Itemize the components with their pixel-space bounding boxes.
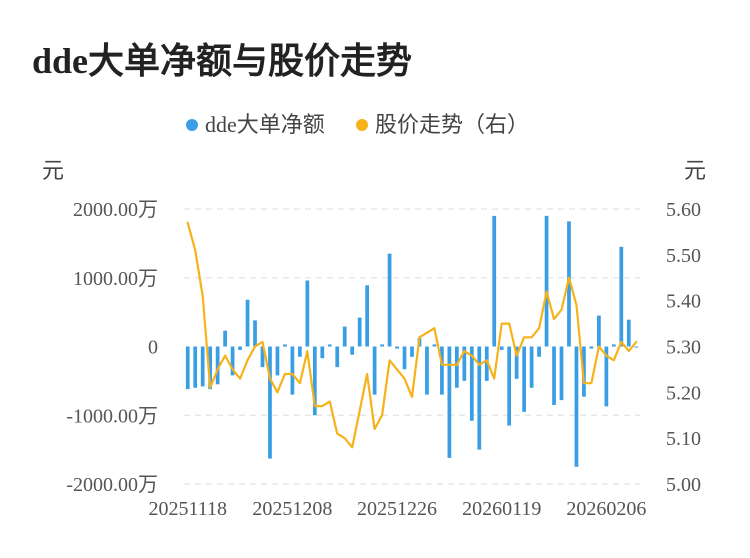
bar[interactable] bbox=[215, 346, 220, 385]
chart-title: dde大单净额与股价走势 bbox=[32, 41, 413, 81]
bar[interactable] bbox=[425, 346, 429, 395]
bar[interactable] bbox=[283, 344, 287, 347]
legend: dde大单净额 股价走势（右） bbox=[186, 112, 529, 137]
bar[interactable] bbox=[604, 346, 609, 407]
bar[interactable] bbox=[611, 344, 616, 347]
bar[interactable] bbox=[193, 346, 198, 388]
bar[interactable] bbox=[260, 346, 265, 368]
bar[interactable] bbox=[230, 346, 235, 376]
right-axis-unit: 元 bbox=[684, 158, 706, 183]
bar[interactable] bbox=[275, 346, 280, 376]
bar[interactable] bbox=[208, 346, 213, 390]
bar[interactable] bbox=[492, 215, 497, 347]
bar[interactable] bbox=[589, 346, 594, 349]
bar[interactable] bbox=[380, 344, 384, 347]
bar[interactable] bbox=[290, 346, 295, 395]
bar[interactable] bbox=[477, 346, 482, 450]
left-tick-label: 0 bbox=[148, 337, 158, 359]
bar[interactable] bbox=[268, 346, 272, 459]
right-tick-label: 5.60 bbox=[666, 199, 701, 221]
legend-marker-price bbox=[356, 119, 368, 131]
bar[interactable] bbox=[200, 346, 205, 387]
bar[interactable] bbox=[507, 346, 512, 426]
right-tick-label: 5.10 bbox=[666, 428, 701, 450]
bar[interactable] bbox=[185, 346, 190, 390]
bar[interactable] bbox=[514, 346, 519, 379]
legend-label-price[interactable]: 股价走势（右） bbox=[375, 112, 529, 137]
bar[interactable] bbox=[447, 346, 452, 458]
x-tick-label: 20260206 bbox=[566, 498, 646, 520]
bar[interactable] bbox=[552, 346, 556, 405]
left-tick-label: 1000.00万 bbox=[73, 268, 158, 290]
bar[interactable] bbox=[484, 346, 489, 381]
bar[interactable] bbox=[253, 320, 257, 347]
right-axis-ticks: 5.60 5.50 5.40 5.30 5.20 5.10 5.00 bbox=[666, 199, 701, 496]
left-tick-label: -2000.00万 bbox=[66, 474, 158, 496]
bar[interactable] bbox=[454, 346, 459, 388]
left-tick-label: 2000.00万 bbox=[73, 199, 158, 221]
bar[interactable] bbox=[499, 346, 504, 350]
bar[interactable] bbox=[350, 346, 355, 355]
bar-series-dde bbox=[185, 215, 639, 467]
price-line[interactable] bbox=[186, 221, 638, 449]
bar[interactable] bbox=[440, 346, 444, 395]
bar[interactable] bbox=[462, 346, 467, 381]
gridlines bbox=[184, 208, 640, 485]
bar[interactable] bbox=[327, 344, 332, 347]
right-tick-label: 5.20 bbox=[666, 382, 701, 404]
bar[interactable] bbox=[238, 346, 242, 350]
right-tick-label: 5.30 bbox=[666, 337, 701, 359]
x-tick-label: 20251226 bbox=[357, 498, 437, 520]
bar[interactable] bbox=[469, 346, 474, 421]
bar[interactable] bbox=[537, 346, 541, 357]
line-series-price bbox=[186, 221, 638, 449]
left-tick-label: -1000.00万 bbox=[66, 405, 158, 427]
bar[interactable] bbox=[223, 330, 227, 347]
bar[interactable] bbox=[619, 246, 624, 347]
bar[interactable] bbox=[357, 317, 362, 347]
x-tick-label: 20251208 bbox=[252, 498, 332, 520]
right-tick-label: 5.40 bbox=[666, 291, 701, 313]
x-axis-ticks: 20251118 20251208 20251226 20260119 20260206 bbox=[148, 498, 646, 520]
right-tick-label: 5.00 bbox=[666, 474, 701, 496]
bar[interactable] bbox=[432, 344, 437, 347]
legend-marker-dde bbox=[186, 119, 198, 131]
bar[interactable] bbox=[529, 346, 534, 388]
bar[interactable] bbox=[365, 285, 370, 347]
bar[interactable] bbox=[395, 346, 399, 349]
bar[interactable] bbox=[522, 346, 526, 412]
bar[interactable] bbox=[410, 346, 414, 357]
right-tick-label: 5.50 bbox=[666, 245, 701, 267]
x-tick-label: 20260119 bbox=[462, 498, 541, 520]
bar[interactable] bbox=[372, 346, 377, 395]
bar[interactable] bbox=[387, 253, 392, 347]
bar[interactable] bbox=[574, 346, 579, 467]
bar[interactable] bbox=[634, 346, 639, 348]
bar[interactable] bbox=[567, 221, 571, 347]
bar[interactable] bbox=[402, 346, 407, 370]
bar[interactable] bbox=[298, 346, 302, 357]
bar[interactable] bbox=[305, 280, 310, 347]
left-axis-ticks: 2000.00万 1000.00万 0 -1000.00万 -2000.00万 bbox=[66, 199, 158, 496]
bar[interactable] bbox=[597, 315, 601, 347]
x-tick-label: 20251118 bbox=[148, 498, 227, 520]
left-axis-unit: 元 bbox=[42, 158, 64, 183]
bar[interactable] bbox=[245, 299, 250, 347]
legend-label-dde[interactable]: dde大单净额 bbox=[205, 112, 325, 137]
bar[interactable] bbox=[559, 346, 564, 401]
bar[interactable] bbox=[626, 319, 631, 347]
bar[interactable] bbox=[342, 326, 347, 347]
bar[interactable] bbox=[320, 346, 325, 359]
bar[interactable] bbox=[312, 346, 317, 416]
bar[interactable] bbox=[582, 346, 586, 397]
bar[interactable] bbox=[544, 215, 549, 347]
bar[interactable] bbox=[335, 346, 340, 368]
